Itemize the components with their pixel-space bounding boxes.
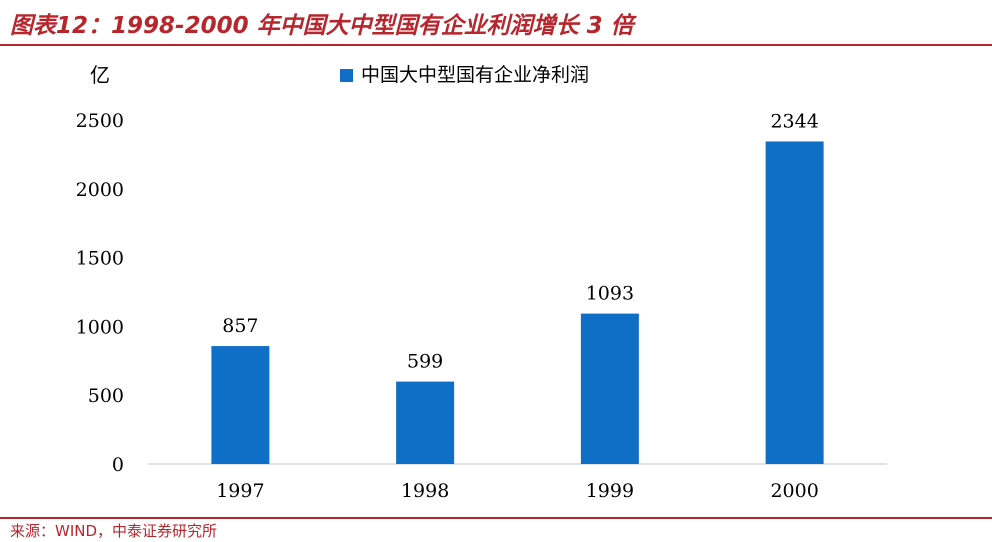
footer-divider: [0, 517, 992, 519]
source-note: 来源：WIND，中泰证券研究所: [10, 522, 218, 540]
data-label-2000: 2344: [770, 110, 818, 132]
data-labels: 857 599 1093 2344: [222, 110, 819, 372]
title-bar: 图表12：1998-2000 年中国大中型国有企业利润增长 3 倍: [0, 0, 992, 46]
bar-1999: [580, 313, 639, 464]
legend-label: 中国大中型国有企业净利润: [361, 64, 589, 86]
y-tick-label: 1000: [76, 316, 124, 338]
y-tick-label: 500: [88, 385, 124, 407]
bars: [211, 141, 824, 464]
x-tick-label-1999: 1999: [586, 480, 634, 502]
x-tick-label-1997: 1997: [216, 480, 264, 502]
legend-swatch: [340, 69, 353, 82]
bar-chart: 亿 中国大中型国有企业净利润 0 500 1000 1500 2000 2500 857 5…: [76, 63, 887, 502]
data-label-1998: 599: [407, 351, 443, 373]
bar-1998: [396, 381, 455, 464]
x-tick-label-2000: 2000: [770, 480, 818, 502]
y-tick-label: 1500: [76, 248, 124, 270]
data-label-1997: 857: [222, 315, 258, 337]
y-unit-label: 亿: [90, 63, 110, 87]
chart-area: 亿 中国大中型国有企业净利润 0 500 1000 1500 2000 2500 857 5…: [0, 46, 992, 514]
y-tick-label: 0: [112, 454, 124, 476]
page-title: 图表12：1998-2000 年中国大中型国有企业利润增长 3 倍: [10, 13, 634, 39]
legend: 中国大中型国有企业净利润: [340, 64, 589, 86]
x-tick-label-1998: 1998: [401, 480, 449, 502]
y-axis-ticks: 0 500 1000 1500 2000 2500: [76, 110, 124, 476]
bar-2000: [765, 141, 824, 464]
y-tick-label: 2000: [76, 179, 124, 201]
data-label-1999: 1093: [586, 283, 634, 305]
x-axis-ticks: 1997 1998 1999 2000: [216, 480, 819, 502]
y-tick-label: 2500: [76, 110, 124, 132]
bar-1997: [211, 346, 270, 464]
